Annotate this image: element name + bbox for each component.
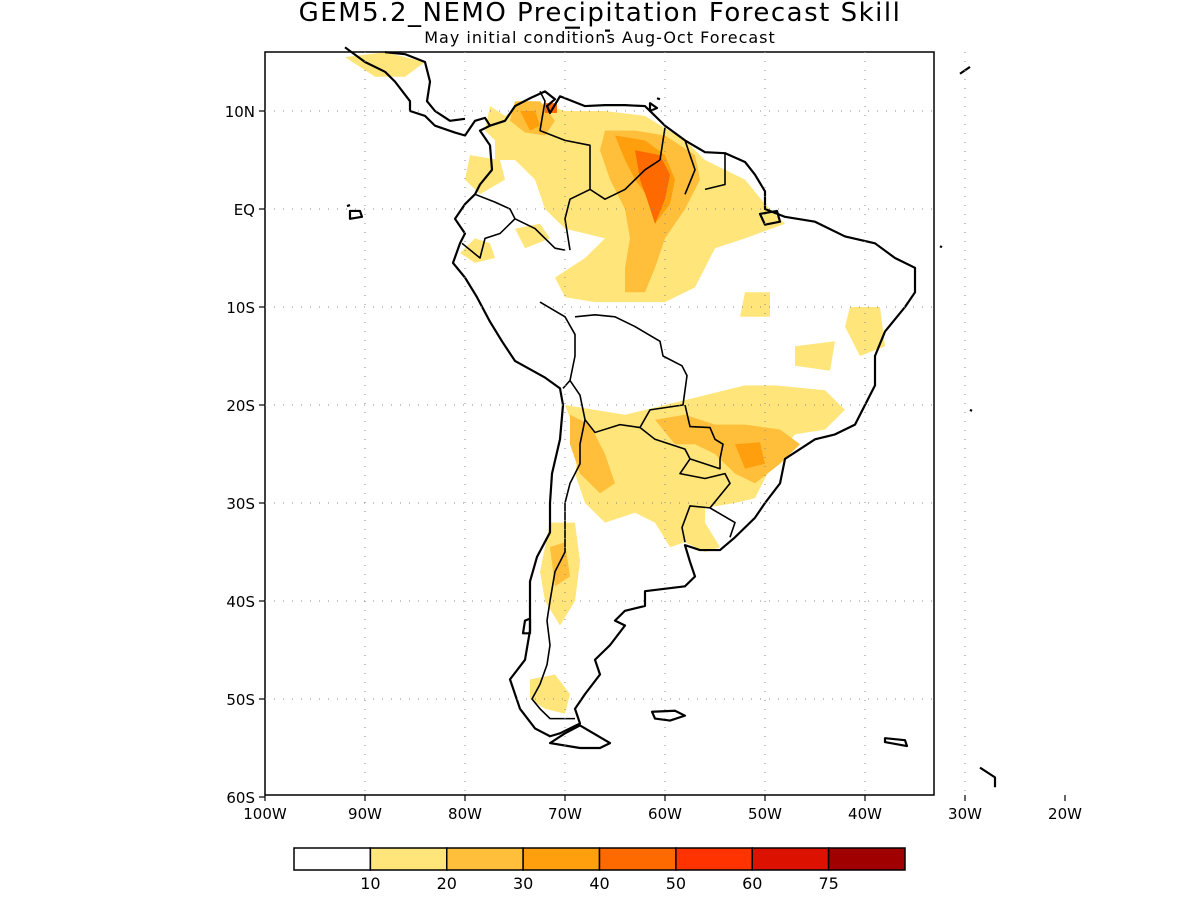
region-central-america [345,52,425,77]
region-peru-coast [460,238,495,263]
atlantic-islands [939,66,997,788]
central-america-caribbean [384,51,466,122]
lat-tick-label: 60S [226,789,255,807]
chart-title: GEM5.2_NEMO Precipitation Forecast Skill [298,0,902,28]
lon-tick-label: 90W [348,805,382,823]
lat-tick-label: 10S [226,299,255,317]
lon-tick-label: 40W [848,805,882,823]
lat-tick-label: 20S [226,397,255,415]
colorbar: 10 20 30 40 50 60 75 [293,847,906,893]
colorbar-label: 30 [513,874,533,893]
region-max-skill [635,150,670,224]
lon-tick-label: 80W [448,805,482,823]
colorbar-swatch [751,847,830,871]
tierra-del-fuego [548,724,612,750]
chart-subtitle: May initial conditions Aug-Oct Forecast [424,28,776,47]
region-colombia-pacific [465,155,505,195]
colorbar-swatch [827,847,906,871]
region-brazil-east [795,341,835,371]
coastlines [344,26,997,788]
colorbar-label: 20 [437,874,457,893]
colorbar-swatch [675,847,753,871]
colorbar-swatch [598,847,677,871]
galapagos [346,204,364,220]
lon-tick-label: 30W [948,805,982,823]
colorbar-label: 10 [360,874,380,893]
lon-tick-label: 100W [243,805,287,823]
region-patagonia [530,674,570,714]
region-maracaibo [520,111,540,131]
colorbar-swatch [522,847,601,871]
lon-tick-label: 20W [1048,805,1082,823]
falkland-islands [650,709,687,722]
colorbar-swatch [293,847,372,871]
country-borders [461,91,736,720]
lat-tick-label: 50S [226,691,255,709]
chiloe [521,617,532,635]
central-america-coastline [344,46,491,137]
map-frame [264,51,935,796]
lon-tick-label: 50W [748,805,782,823]
region-brazil-center [740,292,770,317]
region-parana [735,442,765,469]
lat-tick-label: 30S [226,495,255,513]
colorbar-label: 50 [666,874,686,893]
south-america-coastline [451,90,917,738]
colorbar-swatch [369,847,448,871]
south-georgia [883,737,909,748]
region-amazon-core [600,130,700,293]
marajo-island [758,209,782,226]
lat-tick-label: 40S [226,593,255,611]
region-ecuador [515,223,550,249]
lat-tick-label: 10N [225,103,255,121]
colorbar-label: 40 [589,874,609,893]
lon-tick-label: 60W [648,805,682,823]
colorbar-swatch [446,847,524,871]
colorbar-label: 60 [742,874,762,893]
lon-tick-label: 70W [548,805,582,823]
colorbar-label: 75 [818,874,838,893]
skill-shading [345,52,885,714]
lat-tick-label: EQ [234,201,255,219]
caribbean-islands [565,26,661,113]
region-south-brazil [655,414,800,484]
